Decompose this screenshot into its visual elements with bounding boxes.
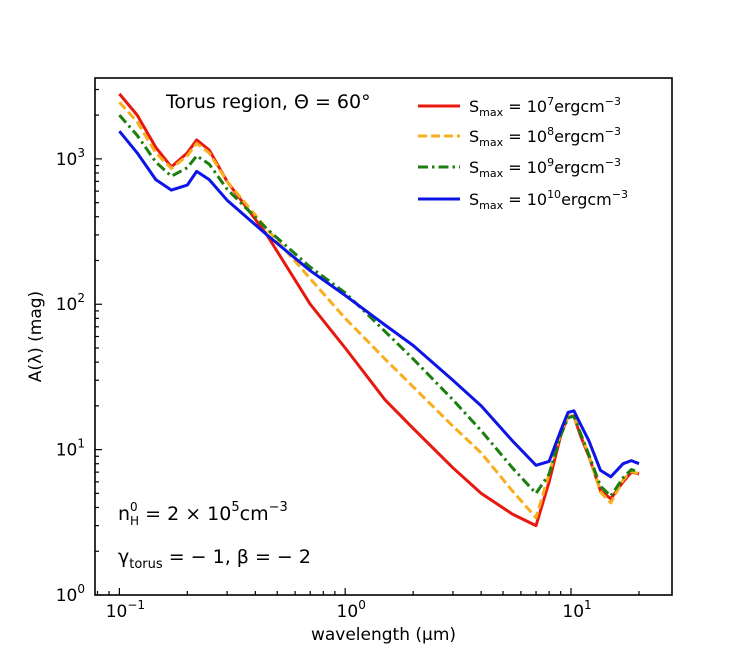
series-line-3 [118,114,640,498]
series-layer [118,92,640,528]
x-axis-label: wavelength (μm) [311,625,456,645]
ticks-layer: 10−1 100 101 100 101 102 103 [56,88,640,622]
x-tick-label: 100 [337,598,366,622]
legend: Smax = 107ergcm−3 Smax = 108ergcm−3 Smax =… [418,95,628,212]
legend-label-4: Smax = 1010ergcm−3 [469,188,628,212]
x-tick-label: 101 [562,598,591,622]
y-axis-label: A(λ) (mag) [26,291,46,382]
region-annotation: Torus region, Θ = 60° [165,91,371,113]
y-tick-label: 101 [56,437,85,461]
gamma-annotation: γtorus = − 1, β = − 2 [118,546,311,572]
series-line-4 [118,130,640,479]
y-tick-label: 103 [56,146,85,170]
legend-label-2: Smax = 108ergcm−3 [469,125,621,149]
x-tick-label: 10−1 [106,598,145,622]
y-tick-label: 100 [56,582,85,606]
y-tick-label: 102 [56,291,85,315]
legend-label-1: Smax = 107ergcm−3 [469,95,621,119]
legend-label-3: Smax = 109ergcm−3 [469,156,621,180]
density-annotation: n0 H = 2 × 105cm−3 [118,500,288,528]
